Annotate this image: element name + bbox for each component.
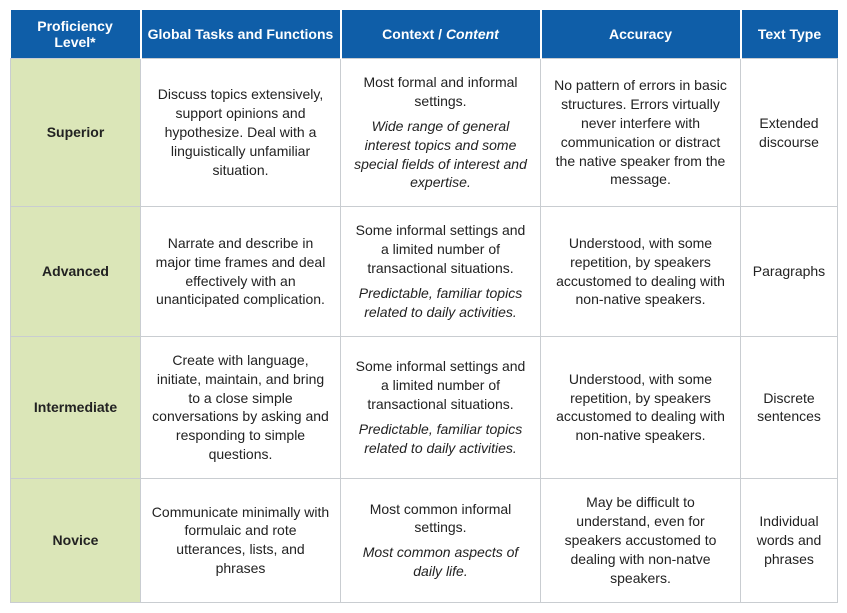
- context-cell: Some informal settings and a limited num…: [341, 336, 541, 478]
- text-type-cell: Discrete sentences: [741, 336, 838, 478]
- header-context-italic: Content: [446, 26, 499, 42]
- header-context-plain: Context /: [382, 26, 446, 42]
- table-body: Superior Discuss topics extensively, sup…: [11, 59, 838, 603]
- tasks-cell: Communicate minimally with formulaic and…: [141, 479, 341, 602]
- context-plain: Some informal settings and a limited num…: [356, 222, 526, 276]
- header-tasks: Global Tasks and Functions: [141, 10, 341, 59]
- context-cell: Most formal and informal settings. Wide …: [341, 59, 541, 207]
- header-proficiency: Proficiency Level*: [11, 10, 141, 59]
- header-text-type: Text Type: [741, 10, 838, 59]
- proficiency-table: Proficiency Level* Global Tasks and Func…: [10, 10, 838, 603]
- tasks-cell: Discuss topics extensively, support opin…: [141, 59, 341, 207]
- level-cell: Advanced: [11, 207, 141, 336]
- table-row: Superior Discuss topics extensively, sup…: [11, 59, 838, 207]
- table-row: Intermediate Create with language, initi…: [11, 336, 838, 478]
- accuracy-cell: No pattern of errors in basic structures…: [541, 59, 741, 207]
- context-italic: Predictable, familiar topics related to …: [351, 420, 530, 458]
- text-type-cell: Extended discourse: [741, 59, 838, 207]
- table-row: Advanced Narrate and describe in major t…: [11, 207, 838, 336]
- context-plain: Most common informal settings.: [370, 501, 512, 536]
- text-type-cell: Paragraphs: [741, 207, 838, 336]
- header-context: Context / Content: [341, 10, 541, 59]
- context-plain: Some informal settings and a limited num…: [356, 358, 526, 412]
- table-row: Novice Communicate minimally with formul…: [11, 479, 838, 602]
- table-header: Proficiency Level* Global Tasks and Func…: [11, 10, 838, 59]
- context-italic: Most common aspects of daily life.: [351, 543, 530, 581]
- context-cell: Most common informal settings. Most comm…: [341, 479, 541, 602]
- tasks-cell: Create with language, initiate, maintain…: [141, 336, 341, 478]
- level-cell: Intermediate: [11, 336, 141, 478]
- context-plain: Most formal and informal settings.: [363, 74, 517, 109]
- accuracy-cell: Understood, with some repetition, by spe…: [541, 207, 741, 336]
- context-italic: Predictable, familiar topics related to …: [351, 284, 530, 322]
- accuracy-cell: May be difficult to understand, even for…: [541, 479, 741, 602]
- level-cell: Novice: [11, 479, 141, 602]
- header-accuracy: Accuracy: [541, 10, 741, 59]
- text-type-cell: Individual words and phrases: [741, 479, 838, 602]
- context-cell: Some informal settings and a limited num…: [341, 207, 541, 336]
- accuracy-cell: Understood, with some repetition, by spe…: [541, 336, 741, 478]
- tasks-cell: Narrate and describe in major time frame…: [141, 207, 341, 336]
- level-cell: Superior: [11, 59, 141, 207]
- context-italic: Wide range of general interest topics an…: [351, 117, 530, 193]
- header-row: Proficiency Level* Global Tasks and Func…: [11, 10, 838, 59]
